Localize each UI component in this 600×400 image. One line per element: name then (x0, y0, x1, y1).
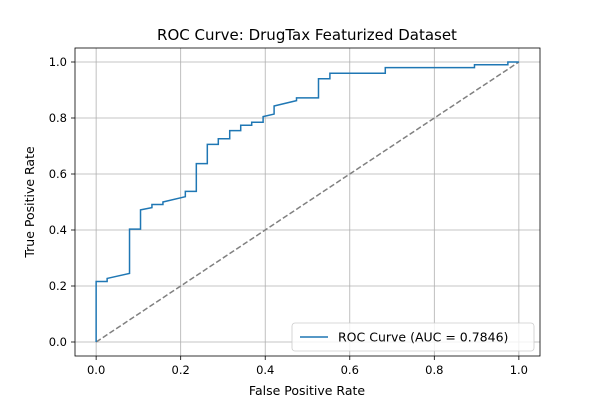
x-axis-label: False Positive Rate (249, 383, 365, 398)
x-tick-label-2: 0.4 (256, 363, 274, 377)
y-tick-label-2: 0.4 (49, 223, 67, 237)
legend-box (291, 322, 535, 352)
plot-frame (74, 47, 541, 357)
legend: ROC Curve (AUC = 0.7846) (291, 322, 535, 352)
y-tick-label-0: 0.0 (49, 335, 67, 349)
chart-title: ROC Curve: DrugTax Featurized Dataset (157, 26, 457, 44)
x-axis-ticks: 0.0 0.2 0.4 0.6 0.8 1.0 (87, 356, 528, 377)
series-layer (95, 61, 520, 343)
y-tick-label-5: 1.0 (49, 55, 67, 69)
x-tick-label-3: 0.6 (341, 363, 359, 377)
y-tick-label-1: 0.2 (49, 279, 67, 293)
y-axis-label: True Positive Rate (22, 146, 37, 259)
x-tick-label-0: 0.0 (87, 363, 105, 377)
legend-label-roc: ROC Curve (AUC = 0.7846) (338, 330, 508, 345)
y-tick-label-4: 0.8 (49, 111, 67, 125)
grid (75, 48, 540, 356)
x-tick-label-5: 1.0 (510, 363, 528, 377)
x-tick-label-1: 0.2 (172, 363, 190, 377)
x-tick-label-4: 0.8 (425, 363, 443, 377)
y-axis-ticks: 0.0 0.2 0.4 0.6 0.8 1.0 (49, 55, 75, 349)
chance-diagonal-line (95, 61, 520, 343)
roc-curve-line (95, 61, 519, 342)
y-tick-label-3: 0.6 (49, 167, 67, 181)
